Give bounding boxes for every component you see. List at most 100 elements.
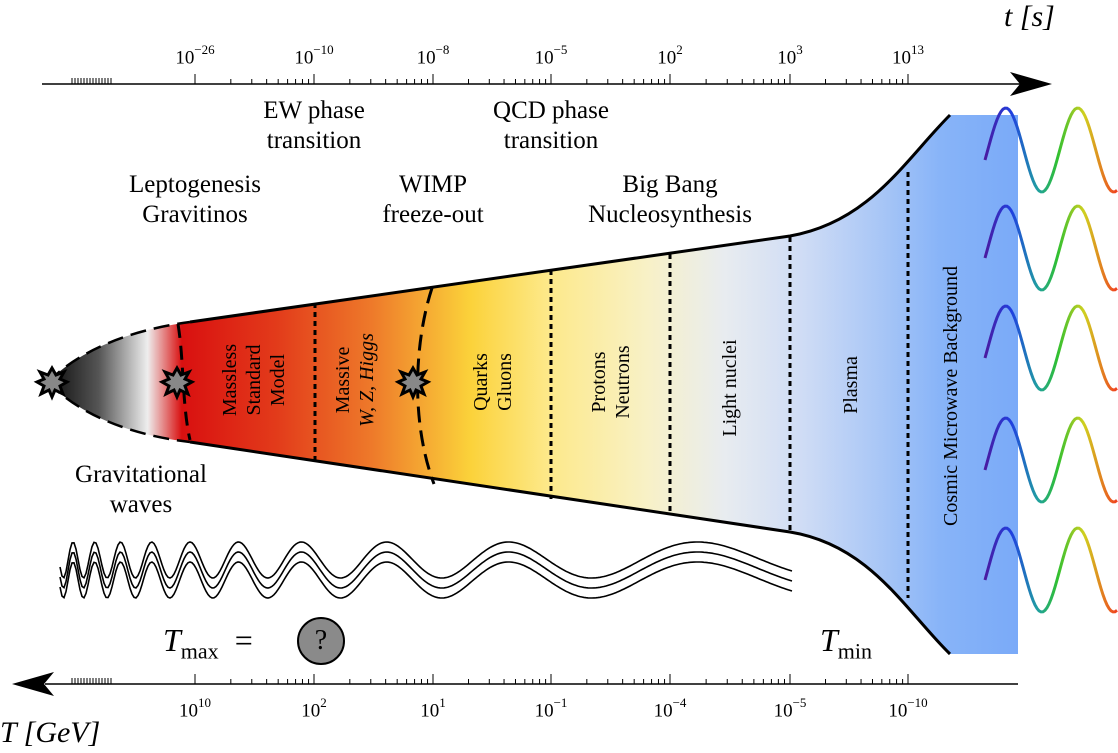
bottom-tick-exp: −10	[907, 695, 928, 710]
bottom-temperature-axis	[12, 672, 1018, 696]
bottom-axis-title-text: T [GeV]	[0, 716, 101, 749]
bbn-line2: Nucleosynthesis	[588, 201, 752, 228]
bottom-tick-base: 10	[301, 700, 321, 722]
top-tick-label: 10−8	[416, 42, 450, 69]
top-tick-base: 10	[892, 47, 911, 69]
top-tick-label: 1013	[892, 42, 924, 69]
qcd-line2: transition	[503, 127, 599, 154]
tmax-equals: =	[234, 622, 253, 658]
top-axis-title: t [s]	[1004, 0, 1055, 34]
cmb-wave	[983, 526, 1118, 614]
top-tick-base: 10	[534, 47, 554, 69]
top-tick-exp: 2	[676, 42, 683, 57]
bottom-tick-base: 10	[179, 700, 198, 722]
bottom-axis-title: T [GeV]	[0, 716, 100, 750]
bottom-tick-exp: 1	[439, 695, 446, 710]
cmb-wave	[983, 416, 1118, 504]
funnel-lower-edge-dashed	[47, 381, 191, 444]
tmin-subscript: min	[837, 638, 873, 664]
tmax-label: Tmax =	[163, 622, 253, 664]
era-massless-sm: Massless Standard Model	[218, 344, 290, 416]
top-tick-exp: 13	[911, 42, 924, 57]
top-tick-label: 10−10	[294, 42, 334, 69]
tmin-symbol: T	[820, 622, 838, 658]
bottom-tick-exp: 2	[320, 695, 327, 710]
bottom-tick-label: 10−4	[653, 695, 687, 722]
unknown-tmax-badge: ?	[297, 617, 345, 665]
bottom-tick-label: 102	[301, 695, 327, 722]
bbn-label: Big Bang Nucleosynthesis	[570, 170, 770, 230]
bottom-tick-exp: −4	[672, 695, 687, 710]
era-protons-line2: Neutrons	[612, 345, 634, 419]
era-plasma-text: Plasma	[840, 356, 862, 414]
ew-line1: EW phase	[263, 97, 365, 124]
bottom-tick-label: 101	[420, 695, 446, 722]
top-tick-base: 10	[416, 47, 436, 69]
leptogenesis-label: Leptogenesis Gravitinos	[100, 170, 290, 230]
era-cmb: Cosmic Microwave Background	[939, 266, 963, 526]
era-cmb-text: Cosmic Microwave Background	[940, 266, 962, 526]
universe-funnel	[48, 115, 1018, 654]
bottom-tick-base: 10	[888, 700, 908, 722]
top-tick-label: 10−26	[175, 42, 215, 69]
gravitational-waves-label: Gravitational waves	[46, 460, 236, 520]
bottom-tick-label: 10−5	[773, 695, 807, 722]
top-tick-exp: −5	[553, 42, 568, 57]
top-tick-base: 10	[294, 47, 314, 69]
tmax-symbol: T	[163, 622, 181, 658]
cmb-wave	[983, 304, 1118, 392]
gw-line1: Gravitational	[75, 461, 207, 488]
bottom-tick-label: 10−10	[888, 695, 928, 722]
question-mark: ?	[314, 625, 328, 656]
era-plasma: Plasma	[839, 356, 863, 414]
top-tick-exp: −8	[435, 42, 450, 57]
gravitational-wave-lines	[59, 541, 793, 600]
bottom-tick-base: 10	[534, 700, 554, 722]
top-tick-base: 10	[657, 47, 677, 69]
wimp-burst-icon	[394, 364, 432, 401]
top-tick-label: 103	[777, 42, 803, 69]
bottom-tick-exp: 10	[198, 695, 211, 710]
ew-transition-label: EW phase transition	[234, 96, 394, 156]
gw-strand	[59, 541, 793, 580]
era-quarks-gluons: Quarks Gluons	[469, 353, 517, 411]
era-dividers	[176, 172, 910, 598]
reheating-burst-icon	[158, 364, 196, 401]
lepto-line1: Leptogenesis	[129, 171, 261, 198]
bottom-tick-base: 10	[420, 700, 440, 722]
top-tick-exp: −10	[313, 42, 334, 57]
bottom-tick-label: 1010	[179, 695, 211, 722]
era-massless-line2: Standard	[243, 344, 265, 416]
era-protons-line1: Protons	[588, 351, 610, 413]
bottom-tick-exp: −1	[553, 695, 568, 710]
gw-line2: waves	[109, 491, 173, 518]
wimp-line1: WIMP	[398, 171, 468, 198]
era-quarks-line1: Quarks	[470, 353, 492, 411]
tmin-label: Tmin	[820, 622, 872, 664]
cmb-wave	[983, 204, 1118, 292]
tmax-subscript: max	[180, 638, 219, 664]
era-massive-line2: W, Z, Higgs	[356, 333, 378, 427]
bbn-line1: Big Bang	[622, 171, 718, 198]
top-time-axis	[42, 72, 1052, 96]
top-tick-label: 10−5	[534, 42, 568, 69]
wimp-line2: freeze-out	[382, 201, 484, 228]
top-tick-label: 102	[657, 42, 683, 69]
qcd-transition-label: QCD phase transition	[466, 96, 636, 156]
gw-strand	[59, 551, 793, 590]
era-massless-line3: Model	[267, 353, 289, 407]
ew-line2: transition	[266, 127, 362, 154]
big-bang-burst-icon	[33, 364, 71, 401]
era-massive-line1: Massive	[332, 346, 354, 414]
top-tick-exp: −26	[194, 42, 215, 57]
qcd-line1: QCD phase	[493, 97, 609, 124]
cmb-wave	[983, 106, 1118, 194]
bottom-tick-base: 10	[653, 700, 673, 722]
funnel-upper-edge	[47, 320, 191, 383]
cmb-photon-waves	[983, 106, 1118, 614]
bottom-tick-base: 10	[773, 700, 793, 722]
top-tick-base: 10	[777, 47, 797, 69]
era-quarks-line2: Gluons	[494, 353, 516, 411]
top-tick-exp: 3	[796, 42, 803, 57]
